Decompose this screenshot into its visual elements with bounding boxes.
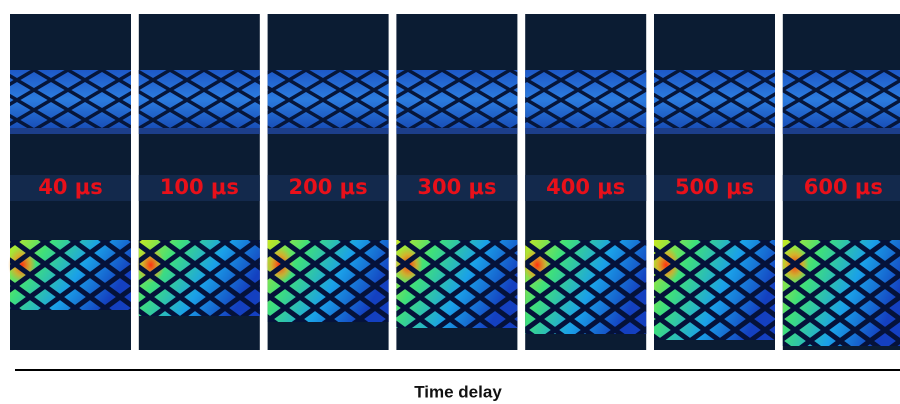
upper-mesh-lines xyxy=(10,70,131,128)
delay-label: 100 μs xyxy=(160,175,239,199)
dark-band xyxy=(267,175,389,201)
lower-mesh-lines xyxy=(10,240,131,310)
dark-band xyxy=(396,175,518,201)
dark-band xyxy=(138,175,260,201)
upper-mesh-lines xyxy=(782,70,900,128)
lower-mesh-lines xyxy=(138,240,260,316)
lower-mesh-lines xyxy=(654,240,775,340)
base-plate xyxy=(10,128,131,134)
panel: 300 μs xyxy=(394,14,518,350)
upper-mesh-lines xyxy=(138,70,260,128)
axis-label: Time delay xyxy=(414,382,502,401)
lower-mesh-lines xyxy=(525,240,647,334)
dark-band xyxy=(654,175,775,201)
panel: 40 μs xyxy=(8,14,131,350)
panel: 200 μs xyxy=(265,14,389,350)
base-plate xyxy=(525,128,647,134)
base-plate xyxy=(267,128,389,134)
delay-label: 500 μs xyxy=(675,175,754,199)
upper-mesh-lines xyxy=(525,70,647,128)
panel: 100 μs xyxy=(136,14,260,350)
delay-label: 400 μs xyxy=(546,175,625,199)
lower-mesh-lines xyxy=(267,240,389,322)
panel: 500 μs xyxy=(652,14,775,350)
panel: 600 μs xyxy=(780,14,900,350)
base-plate xyxy=(396,128,518,134)
lower-mesh-lines xyxy=(782,240,900,346)
upper-mesh-lines xyxy=(654,70,775,128)
panels: 40 μs 100 μs 200 μs 300 μs 400 μs 500 μs 600 μ… xyxy=(8,14,900,350)
lower-mesh-lines xyxy=(396,240,518,328)
delay-label: 200 μs xyxy=(289,175,368,199)
upper-mesh-lines xyxy=(267,70,389,128)
upper-mesh-lines xyxy=(396,70,518,128)
delay-label: 600 μs xyxy=(804,175,883,199)
panel: 400 μs xyxy=(523,14,647,350)
base-plate xyxy=(782,128,900,134)
base-plate xyxy=(138,128,260,134)
dark-band xyxy=(10,175,131,201)
dark-band xyxy=(525,175,647,201)
base-plate xyxy=(654,128,775,134)
delay-label: 40 μs xyxy=(38,175,103,199)
delay-label: 300 μs xyxy=(417,175,496,199)
dark-band xyxy=(782,175,900,201)
